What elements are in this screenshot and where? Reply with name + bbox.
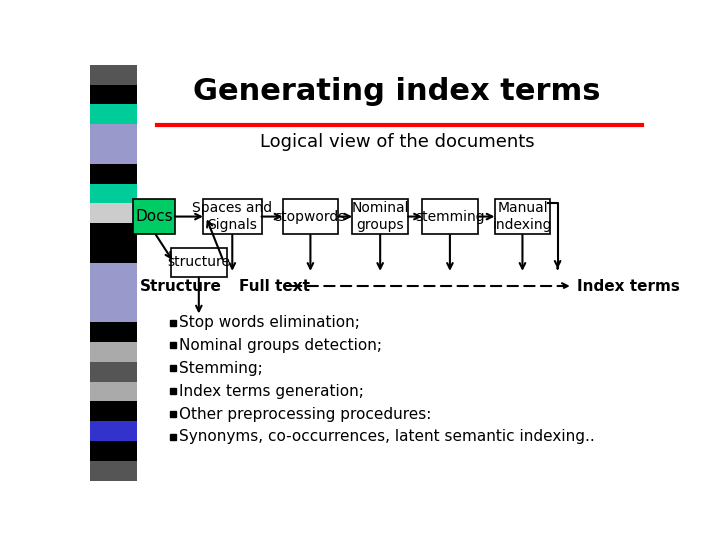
- Bar: [90, 342, 138, 362]
- Bar: [90, 441, 138, 461]
- Text: stemming: stemming: [415, 210, 485, 224]
- Bar: [90, 184, 138, 204]
- FancyBboxPatch shape: [495, 199, 550, 234]
- Text: Docs: Docs: [135, 209, 173, 224]
- Bar: [90, 362, 138, 382]
- FancyBboxPatch shape: [282, 199, 338, 234]
- Bar: [90, 223, 138, 243]
- FancyBboxPatch shape: [422, 199, 478, 234]
- Text: Manual
indexing: Manual indexing: [492, 201, 552, 232]
- Bar: [90, 164, 138, 184]
- Text: Full text: Full text: [238, 279, 310, 294]
- Text: Stop words elimination;: Stop words elimination;: [179, 315, 360, 330]
- Text: Synonyms, co-occurrences, latent semantic indexing..: Synonyms, co-occurrences, latent semanti…: [179, 429, 595, 444]
- Bar: [90, 104, 138, 124]
- Text: Stemming;: Stemming;: [179, 361, 263, 376]
- Bar: [90, 282, 138, 302]
- Bar: [90, 204, 138, 223]
- Text: Index terms generation;: Index terms generation;: [179, 384, 364, 399]
- Text: Index terms: Index terms: [577, 279, 680, 294]
- Bar: [90, 322, 138, 342]
- Bar: [90, 461, 138, 481]
- Bar: [90, 144, 138, 164]
- Bar: [90, 401, 138, 421]
- Bar: [90, 421, 138, 441]
- Text: Nominal groups detection;: Nominal groups detection;: [179, 338, 382, 353]
- Text: Other preprocessing procedures:: Other preprocessing procedures:: [179, 407, 432, 422]
- FancyBboxPatch shape: [171, 248, 227, 277]
- Bar: [90, 65, 138, 85]
- FancyBboxPatch shape: [352, 199, 408, 234]
- Text: Logical view of the documents: Logical view of the documents: [260, 133, 534, 151]
- Bar: [90, 124, 138, 144]
- Bar: [90, 302, 138, 322]
- Bar: [90, 85, 138, 104]
- Text: Generating index terms: Generating index terms: [193, 77, 600, 106]
- Bar: [90, 382, 138, 401]
- FancyBboxPatch shape: [133, 199, 175, 234]
- Bar: [90, 243, 138, 263]
- Text: structure: structure: [167, 255, 230, 269]
- Text: Structure: Structure: [140, 279, 221, 294]
- Text: stopwords: stopwords: [275, 210, 346, 224]
- Text: Spaces and
Signals: Spaces and Signals: [192, 201, 272, 232]
- FancyBboxPatch shape: [203, 199, 261, 234]
- Text: Nominal
groups: Nominal groups: [351, 201, 409, 232]
- Bar: [90, 263, 138, 282]
